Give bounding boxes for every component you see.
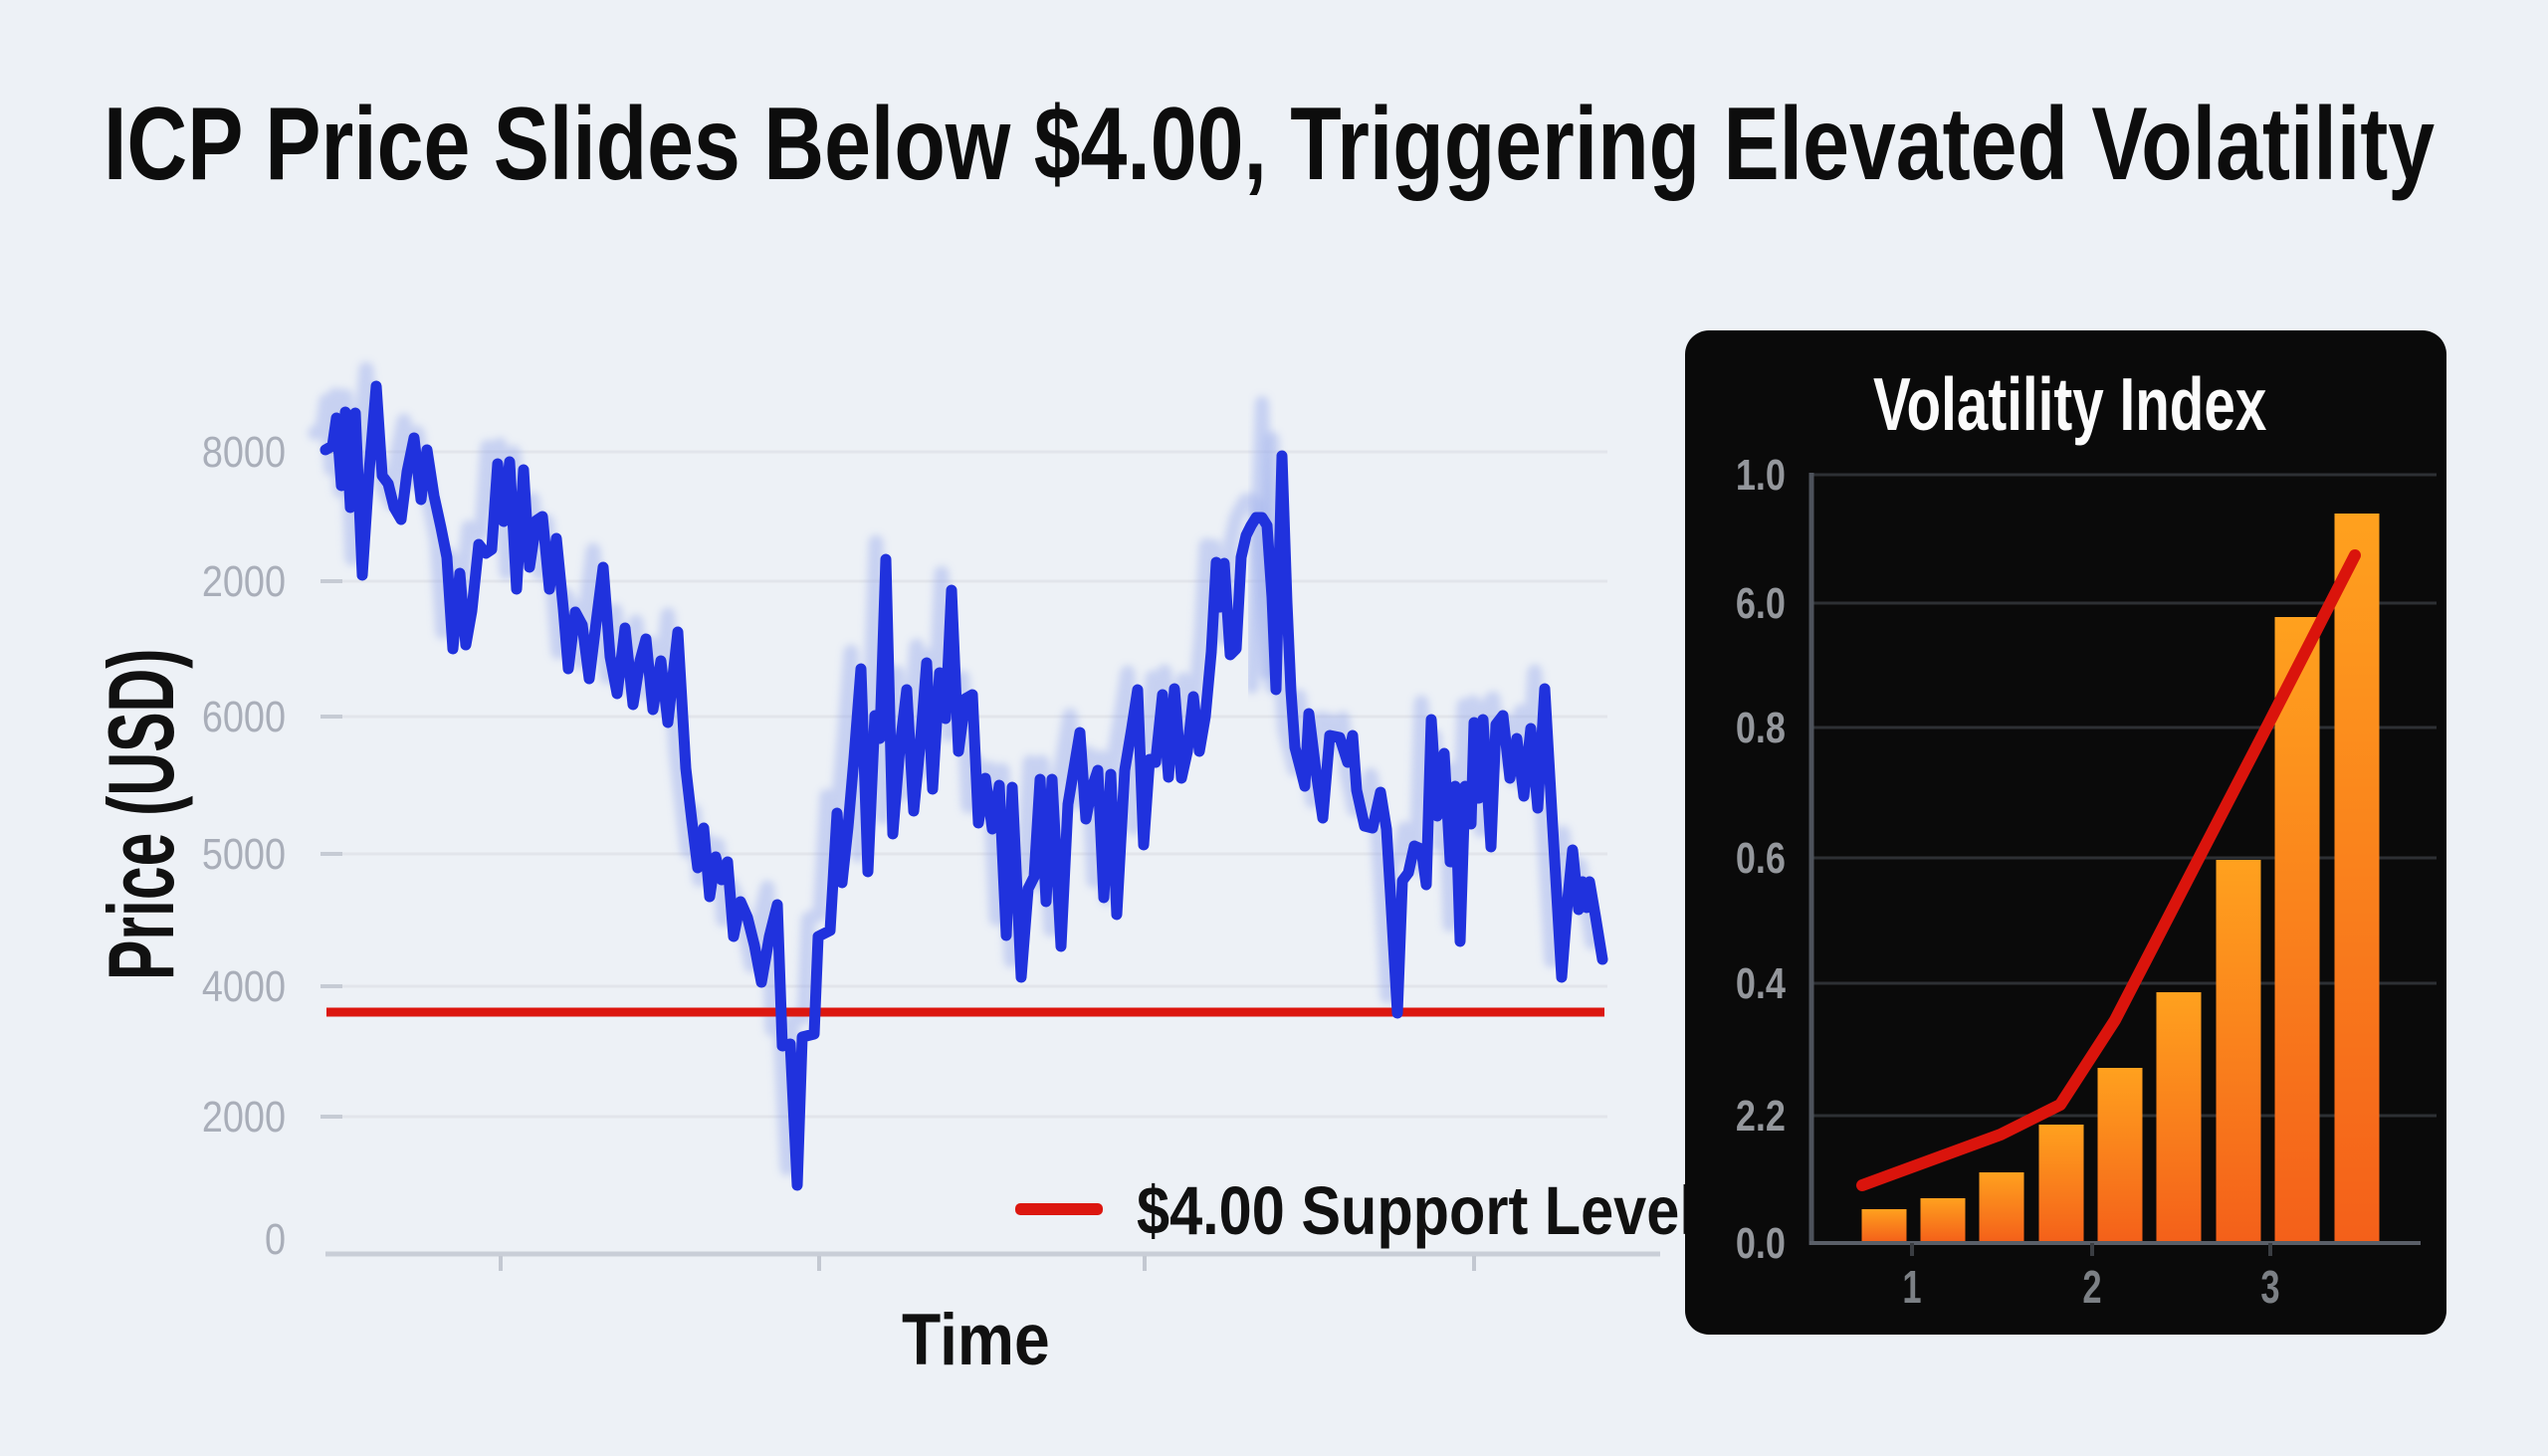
svg-text:0.8: 0.8 bbox=[1736, 704, 1786, 752]
svg-text:1.0: 1.0 bbox=[1736, 451, 1786, 500]
svg-text:Price (USD): Price (USD) bbox=[88, 649, 193, 980]
svg-text:2: 2 bbox=[2082, 1261, 2101, 1313]
svg-text:1: 1 bbox=[1902, 1261, 1921, 1313]
svg-text:2000: 2000 bbox=[202, 1092, 286, 1141]
svg-text:4000: 4000 bbox=[202, 961, 286, 1010]
svg-text:ICP Price Slides Below $4.00,: ICP Price Slides Below $4.00, Triggering… bbox=[104, 87, 2435, 202]
svg-text:5000: 5000 bbox=[202, 829, 286, 878]
svg-text:6.0: 6.0 bbox=[1736, 579, 1786, 628]
svg-text:3: 3 bbox=[2260, 1261, 2279, 1313]
svg-text:0.6: 0.6 bbox=[1736, 834, 1786, 883]
svg-text:0: 0 bbox=[265, 1214, 286, 1263]
svg-text:Time: Time bbox=[902, 1299, 1050, 1380]
svg-text:2.2: 2.2 bbox=[1736, 1092, 1786, 1141]
svg-text:0.0: 0.0 bbox=[1736, 1219, 1786, 1268]
svg-text:$4.00 Support Level: $4.00 Support Level bbox=[1137, 1172, 1696, 1249]
svg-text:8000: 8000 bbox=[202, 427, 286, 476]
svg-text:2000: 2000 bbox=[202, 556, 286, 605]
svg-text:Volatility Index: Volatility Index bbox=[1873, 363, 2266, 447]
svg-text:0.4: 0.4 bbox=[1736, 959, 1787, 1008]
svg-text:6000: 6000 bbox=[202, 692, 286, 740]
